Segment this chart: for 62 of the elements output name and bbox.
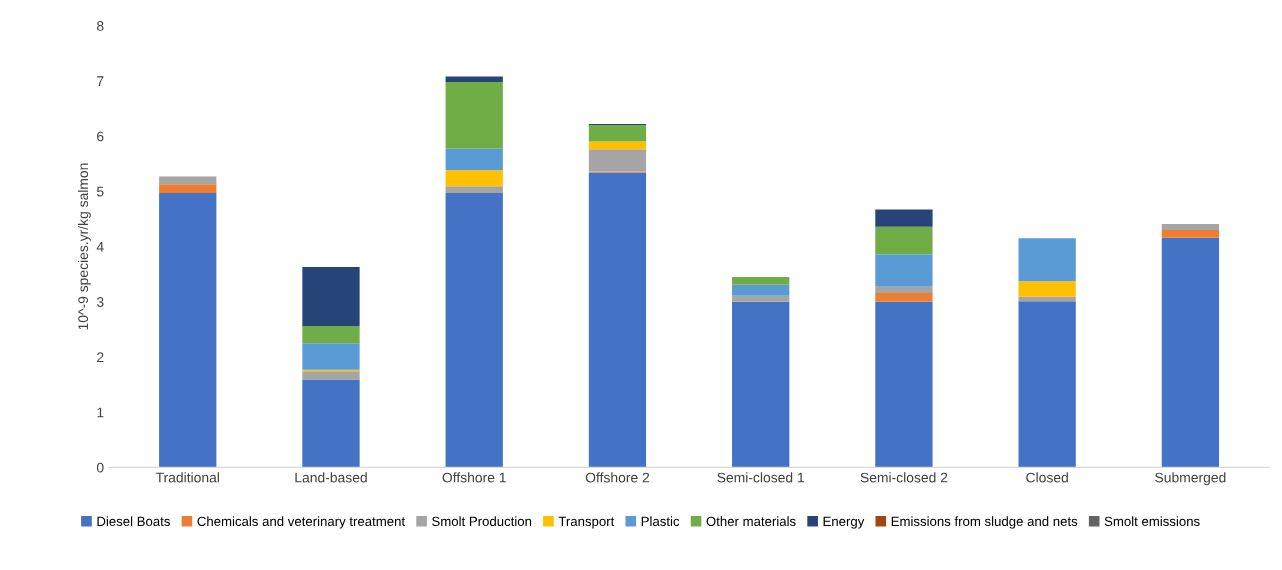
x-tick-label: Semi-closed 1 bbox=[717, 472, 805, 483]
legend-label: Chemicals and veterinary treatment bbox=[197, 516, 406, 529]
bar bbox=[1161, 237, 1220, 468]
bar bbox=[159, 176, 217, 185]
y-tick-label: 1 bbox=[97, 407, 104, 418]
bar bbox=[302, 371, 360, 380]
bar bbox=[588, 141, 647, 150]
x-tick-label: Traditional bbox=[155, 472, 219, 483]
x-tick-label: Closed bbox=[1026, 472, 1068, 483]
bar bbox=[875, 292, 933, 302]
bar bbox=[302, 379, 360, 468]
y-tick-label: 7 bbox=[97, 76, 104, 86]
y-tick-label: 8 bbox=[96, 20, 104, 31]
y-tick-label: 2 bbox=[97, 352, 104, 362]
y-tick-label: 5 bbox=[96, 186, 104, 197]
bar bbox=[588, 172, 647, 468]
bar bbox=[302, 326, 360, 344]
x-tick-label: Offshore 1 bbox=[442, 472, 506, 483]
y-tick-label: 0 bbox=[96, 462, 104, 473]
bar bbox=[1161, 223, 1220, 230]
bar bbox=[1018, 281, 1076, 297]
bar bbox=[159, 192, 217, 468]
bar bbox=[445, 170, 503, 187]
bar bbox=[1018, 296, 1076, 302]
legend-label: Other materials bbox=[706, 516, 796, 527]
bar bbox=[875, 301, 933, 468]
bar bbox=[732, 295, 790, 302]
bar bbox=[588, 125, 647, 142]
bar bbox=[1018, 301, 1076, 468]
y-tick-label: 4 bbox=[96, 242, 104, 252]
bar bbox=[445, 148, 503, 171]
bar bbox=[875, 209, 933, 227]
bar bbox=[1018, 238, 1076, 282]
x-tick-label: Submerged bbox=[1155, 472, 1226, 486]
bar bbox=[445, 81, 503, 149]
y-tick-label: 3 bbox=[96, 297, 104, 307]
bar bbox=[1161, 229, 1220, 238]
legend-label: Smolt emissions bbox=[1104, 516, 1200, 527]
bar bbox=[875, 226, 933, 255]
legend-label: Diesel Boats bbox=[97, 516, 170, 527]
bar bbox=[875, 286, 933, 293]
x-tick-label: Semi-closed 2 bbox=[860, 472, 948, 483]
y-tick-label: 6 bbox=[97, 131, 104, 142]
bar bbox=[445, 186, 503, 193]
bar bbox=[302, 266, 360, 327]
x-tick-label: Land-based bbox=[295, 472, 367, 483]
bar bbox=[732, 276, 790, 285]
bar bbox=[159, 184, 217, 193]
bar bbox=[732, 284, 790, 296]
bar bbox=[875, 254, 933, 287]
y-axis-title: 10^-9 species.yr/kg salmon bbox=[77, 163, 91, 330]
legend-label: Smolt Production bbox=[432, 516, 532, 527]
bar bbox=[445, 192, 503, 468]
bar bbox=[732, 301, 790, 468]
legend-label: Energy bbox=[823, 516, 865, 529]
legend-label: Transport bbox=[558, 516, 615, 529]
bar bbox=[445, 76, 503, 82]
bar bbox=[588, 149, 647, 172]
bar bbox=[302, 343, 360, 370]
legend-label: Plastic bbox=[641, 516, 680, 527]
x-tick-label: Offshore 2 bbox=[585, 472, 650, 483]
legend-label: Emissions from sludge and nets bbox=[891, 516, 1078, 529]
